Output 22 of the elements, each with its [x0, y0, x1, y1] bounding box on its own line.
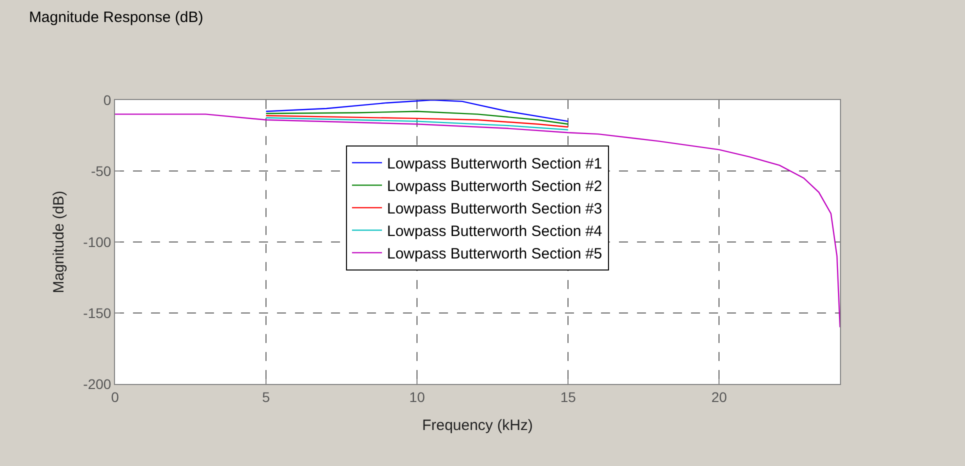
line-series	[115, 114, 840, 328]
line-series	[265, 117, 569, 130]
y-tick-label: -150	[83, 304, 112, 321]
legend-label: Lowpass Butterworth Section #5	[387, 246, 602, 263]
x-tick-label: 20	[711, 388, 728, 405]
legend-label: Lowpass Butterworth Section #3	[387, 200, 602, 218]
x-axis-title: Frequency (kHz)	[422, 416, 533, 434]
legend-label: Lowpass Butterworth Section #1	[387, 156, 602, 173]
line-series	[265, 100, 569, 122]
line-series	[265, 110, 569, 125]
y-tick-label: -50	[90, 162, 112, 179]
x-tick-label: 10	[409, 388, 426, 405]
y-axis-title: Magnitude (dB)	[50, 190, 68, 294]
legend-label: Lowpass Butterworth Section #4	[387, 223, 602, 240]
line-series	[265, 115, 569, 128]
y-tick-label: -100	[83, 234, 112, 250]
y-tick-label: -200	[83, 376, 112, 392]
y-tick-label: 0	[103, 92, 112, 108]
x-tick-label: 15	[560, 388, 576, 405]
chart-title: Magnitude Response (dB)	[28, 9, 204, 26]
x-tick-label: 5	[262, 388, 270, 405]
legend-label: Lowpass Butterworth Section #2	[387, 178, 602, 196]
